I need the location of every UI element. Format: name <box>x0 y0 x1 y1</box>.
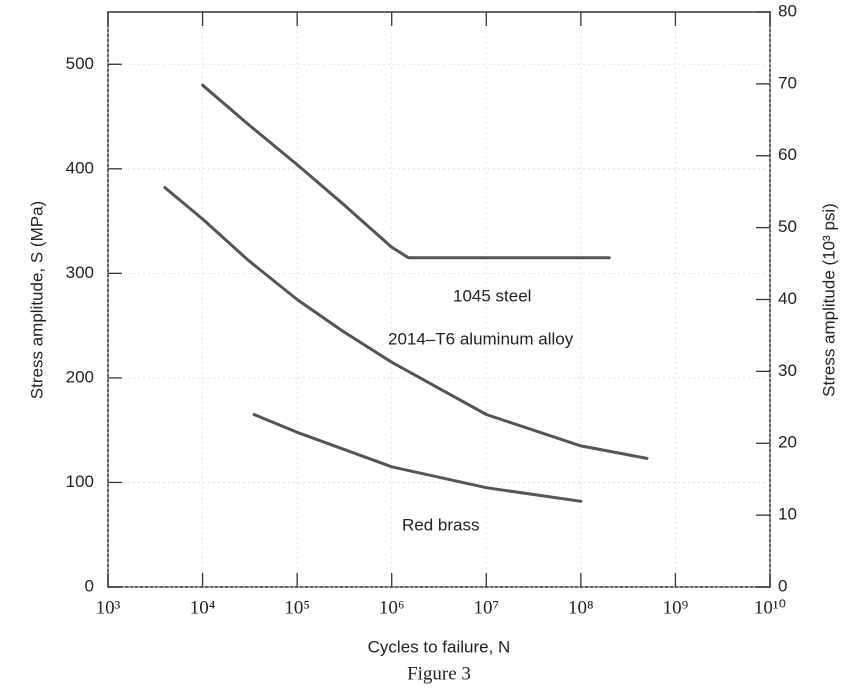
y-tick-label: 0 <box>85 576 94 595</box>
y-tick-label: 200 <box>66 367 94 386</box>
y-tick-label: 500 <box>66 54 94 73</box>
y-tick-label: 400 <box>66 158 94 177</box>
x-tick-label: 10⁶ <box>379 597 405 618</box>
x-tick-label: 10⁸ <box>568 597 594 618</box>
y2-tick-label: 40 <box>778 289 797 308</box>
y2-tick-label: 80 <box>778 1 797 20</box>
x-tick-label: 10⁴ <box>190 597 216 618</box>
y2-axis-title: Stress amplitude (10³ psi) <box>819 203 838 397</box>
series-line <box>252 413 583 503</box>
y2-tick-label: 10 <box>778 505 797 524</box>
y2-tick-label: 30 <box>778 361 797 380</box>
caption: Figure 3 <box>407 663 471 684</box>
plot-frame <box>107 11 771 588</box>
x-tick-label: 10³ <box>96 597 121 618</box>
x-axis-title: Cycles to failure, N <box>368 637 511 656</box>
series-line <box>201 83 611 260</box>
y2-tick-label: 20 <box>778 433 797 452</box>
y2-tick-label: 70 <box>778 73 797 92</box>
x-tick-label: 10¹⁰ <box>754 597 786 618</box>
y2-tick-label: 0 <box>778 576 787 595</box>
y-axis-title: Stress amplitude, S (MPa) <box>27 201 46 399</box>
series-label: 2014–T6 aluminum alloy <box>388 329 574 348</box>
series-line <box>163 186 649 460</box>
x-tick-label: 10⁹ <box>663 597 689 618</box>
y2-tick-label: 60 <box>778 145 797 164</box>
series-label: Red brass <box>402 515 479 534</box>
y2-tick-label: 50 <box>778 217 797 236</box>
x-tick-label: 10⁵ <box>284 597 310 618</box>
x-tick-label: 10⁷ <box>473 597 499 618</box>
y-tick-label: 300 <box>66 263 94 282</box>
series-label: 1045 steel <box>453 286 531 305</box>
y-tick-label: 100 <box>66 472 94 491</box>
